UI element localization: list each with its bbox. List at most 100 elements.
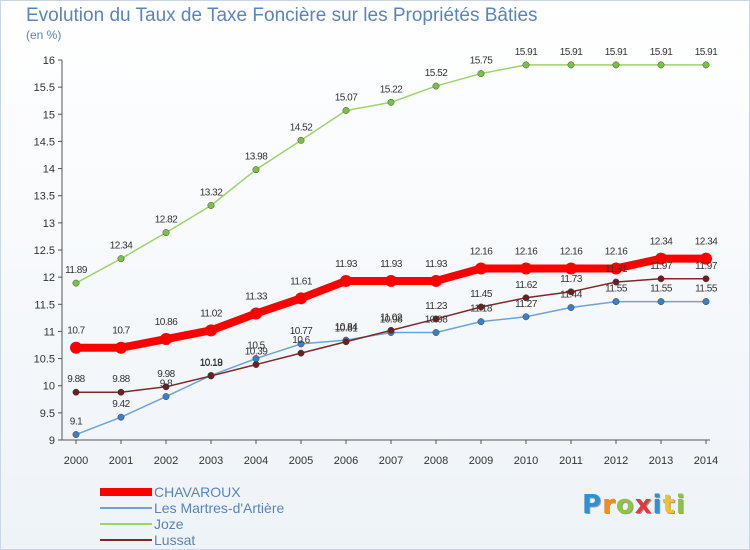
x-tick-label: 2003 — [199, 455, 223, 467]
data-point — [70, 341, 82, 354]
data-point — [475, 262, 487, 275]
x-tick-label: 2014 — [694, 455, 718, 467]
data-label: 10.6 — [292, 335, 310, 346]
data-point — [387, 326, 395, 334]
data-label: 11.27 — [515, 299, 538, 310]
legend-label: Lussat — [154, 532, 196, 548]
y-tick-label: 13.5 — [34, 191, 55, 203]
x-tick-label: 2010 — [514, 455, 538, 467]
data-point — [657, 275, 665, 283]
x-tick-label: 2007 — [379, 455, 403, 467]
data-point — [567, 61, 575, 69]
proxiti-logo: Proxiti — [582, 490, 686, 520]
data-point — [700, 252, 712, 265]
data-label: 14.52 — [290, 122, 313, 133]
data-label: 11.55 — [695, 284, 718, 295]
data-point — [567, 304, 575, 311]
data-point — [567, 288, 575, 296]
data-point — [432, 315, 440, 323]
x-tick-label: 2012 — [604, 455, 628, 467]
data-label: 12.34 — [110, 241, 133, 252]
data-point — [655, 252, 667, 265]
data-label: 13.98 — [245, 152, 268, 163]
data-label: 10.39 — [245, 347, 268, 358]
data-point — [250, 307, 262, 320]
data-point — [342, 107, 350, 114]
data-label: 15.07 — [335, 92, 358, 103]
data-label: 15.91 — [605, 47, 628, 58]
data-point — [162, 393, 170, 401]
y-tick-label: 11 — [44, 326, 55, 338]
data-point — [72, 388, 80, 396]
y-tick-label: 10 — [43, 381, 55, 393]
data-label: 11.44 — [560, 290, 583, 301]
data-point — [72, 279, 80, 287]
y-tick-label: 15.5 — [34, 82, 55, 94]
data-label: 10.18 — [200, 358, 223, 369]
data-label: 12.16 — [605, 246, 628, 257]
data-point — [207, 202, 215, 209]
data-label: 11.97 — [695, 261, 718, 272]
data-point — [522, 294, 530, 302]
data-point — [430, 274, 442, 287]
y-tick-label: 11.5 — [34, 299, 55, 311]
data-label: 15.52 — [425, 68, 448, 79]
x-tick-label: 2011 — [559, 455, 583, 467]
x-tick-label: 2009 — [469, 455, 493, 467]
y-tick-label: 13 — [43, 218, 55, 230]
data-label: 11.93 — [425, 259, 448, 270]
data-point — [252, 166, 260, 174]
x-tick-label: 2008 — [424, 455, 448, 467]
data-point — [117, 255, 125, 263]
data-label: 9.88 — [112, 374, 130, 385]
data-label: 11.55 — [605, 284, 628, 295]
x-tick-label: 2001 — [109, 455, 133, 467]
data-point — [205, 324, 217, 337]
y-tick-label: 10.5 — [34, 354, 55, 366]
data-point — [612, 61, 620, 69]
data-point — [207, 372, 215, 380]
y-tick-label: 12 — [43, 272, 55, 284]
data-label: 11.73 — [560, 274, 583, 285]
data-label: 10.7 — [67, 326, 85, 337]
data-label: 11.23 — [425, 301, 448, 312]
data-label: 9.42 — [112, 399, 130, 410]
data-label: 11.91 — [605, 264, 628, 275]
data-label: 9.88 — [67, 374, 85, 385]
data-point — [432, 82, 440, 90]
data-labels: 10.7 10.7 10.86 11.02 11.33 11.61 11.93 11.93 11… — [65, 47, 719, 428]
data-label: 11.93 — [335, 259, 358, 270]
data-label: 12.34 — [695, 237, 718, 248]
series-layer — [70, 61, 712, 439]
data-point — [612, 278, 620, 286]
data-point — [297, 340, 305, 348]
data-point — [522, 61, 530, 69]
data-point — [657, 298, 665, 306]
data-label: 15.91 — [515, 47, 538, 58]
unit-label: (en %) — [26, 28, 62, 42]
data-point — [117, 388, 125, 396]
y-tick-label: 16 — [43, 55, 55, 67]
data-point — [565, 262, 577, 275]
data-point — [297, 349, 305, 357]
data-label: 12.16 — [560, 246, 583, 257]
data-point — [612, 298, 620, 306]
data-point — [295, 292, 307, 305]
data-label: 11.45 — [470, 289, 493, 300]
data-label: 10.98 — [380, 315, 403, 326]
data-point — [702, 275, 710, 283]
data-label: 11.61 — [290, 276, 313, 287]
data-point — [610, 262, 622, 275]
data-label: 15.91 — [695, 47, 718, 58]
data-point — [72, 431, 80, 439]
x-tick-label: 2004 — [244, 455, 268, 467]
data-label: 10.98 — [425, 315, 448, 326]
data-point — [520, 262, 532, 275]
legend-item: Les Martres-d'Artière — [100, 500, 284, 516]
data-label: 11.18 — [470, 304, 493, 315]
x-tick-label: 2005 — [289, 455, 313, 467]
legend-swatch — [100, 507, 152, 509]
data-label: 10.77 — [290, 326, 313, 337]
